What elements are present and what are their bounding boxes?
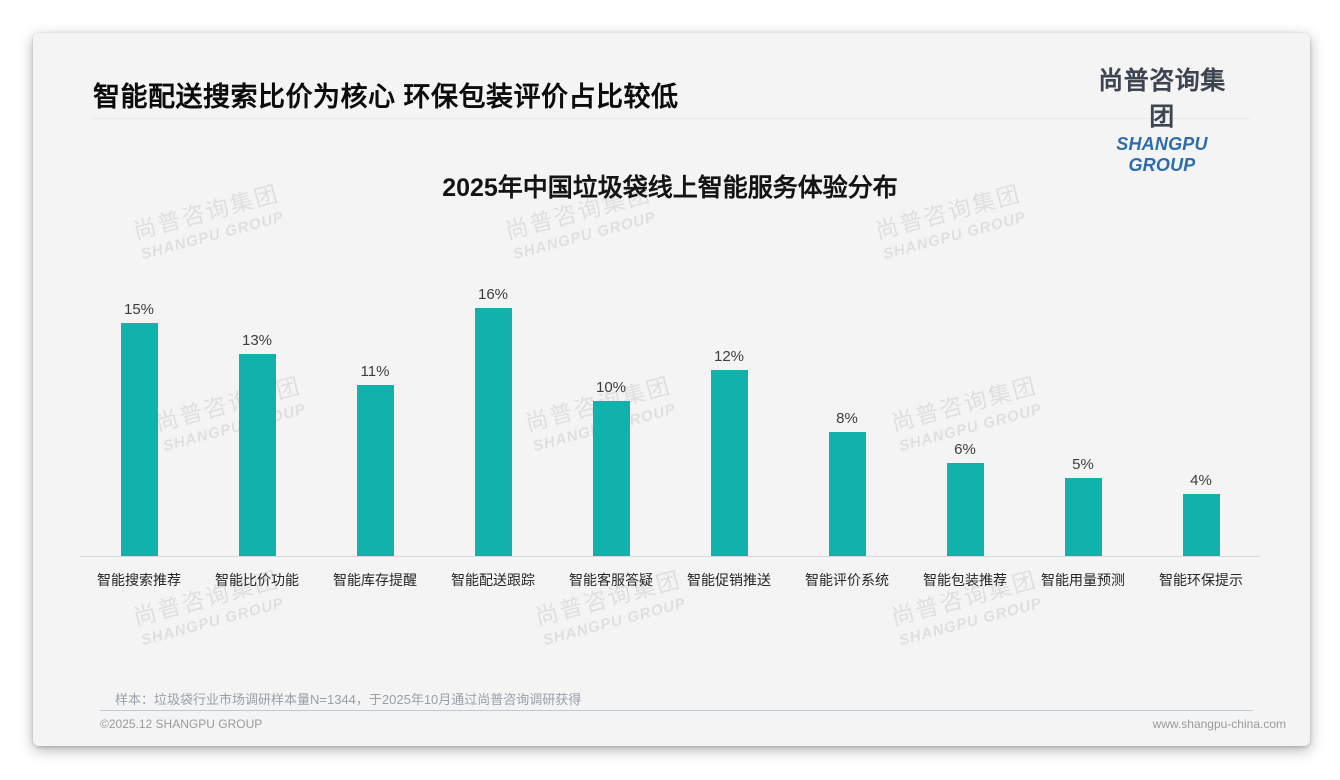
bar xyxy=(238,354,276,556)
category-label: 智能配送跟踪 xyxy=(451,572,535,588)
copyright-text: ©2025.12 SHANGPU GROUP xyxy=(100,717,263,731)
watermark-english-text: SHANGPU GROUP xyxy=(897,594,1044,650)
bar-value-label: 5% xyxy=(1072,456,1094,473)
bar xyxy=(120,323,158,556)
category-label: 智能评价系统 xyxy=(805,572,889,588)
bar-value-label: 10% xyxy=(595,379,627,396)
sample-note: 样本：垃圾袋行业市场调研样本量N=1344，于2025年10月通过尚普咨询调研获… xyxy=(115,692,582,707)
bar xyxy=(474,308,512,556)
logo-english-text: SHANGPU GROUP xyxy=(1116,134,1208,175)
footer: ©2025.12 SHANGPU GROUP www.shangpu-china… xyxy=(100,717,1286,731)
bar-slot: 13% xyxy=(198,332,316,556)
bar-slot: 4% xyxy=(1142,472,1260,556)
category-label: 智能用量预测 xyxy=(1041,572,1125,588)
bar-value-label: 11% xyxy=(360,363,390,380)
bar-slot: 10% xyxy=(552,379,670,556)
bar xyxy=(1182,494,1220,556)
category-label: 智能包装推荐 xyxy=(923,572,1007,588)
bar xyxy=(710,370,748,556)
watermark-english-text: SHANGPU GROUP xyxy=(139,594,286,650)
bar-slot: 12% xyxy=(670,348,788,556)
bar xyxy=(946,463,984,556)
logo-chinese-text: 尚普咨询集团 xyxy=(1098,67,1226,131)
bar-value-label: 13% xyxy=(241,332,273,349)
category-label: 智能促销推送 xyxy=(687,572,771,588)
watermark-english-text: SHANGPU GROUP xyxy=(541,594,688,650)
bar-slot: 11% xyxy=(316,363,434,556)
page-title: 智能配送搜索比价为核心 环保包装评价占比较低 xyxy=(93,82,679,112)
category-label: 智能环保提示 xyxy=(1159,572,1243,588)
category-label: 智能客服答疑 xyxy=(569,572,653,588)
chart-plot-area: 15% 13% 11% 16% 10% 12% 8% 6% 5% 4% xyxy=(80,213,1260,557)
report-card: 智能配送搜索比价为核心 环保包装评价占比较低 尚普咨询集团 SHANGPU GR… xyxy=(33,33,1310,746)
category-label: 智能搜索推荐 xyxy=(97,572,181,588)
bar xyxy=(828,432,866,556)
bar-value-label: 6% xyxy=(954,441,976,458)
category-label: 智能比价功能 xyxy=(215,572,299,588)
category-label: 智能库存提醒 xyxy=(333,572,417,588)
bar-slot: 6% xyxy=(906,441,1024,556)
company-logo: 尚普咨询集团 SHANGPU GROUP xyxy=(1086,61,1238,176)
bar-chart: 2025年中国垃圾袋线上智能服务体验分布 15% 13% 11% 16% 10% 12% 8… xyxy=(80,173,1260,590)
bar xyxy=(356,385,394,556)
bar-slot: 5% xyxy=(1024,456,1142,556)
bar xyxy=(1064,478,1102,556)
x-axis-labels: 智能搜索推荐 智能比价功能 智能库存提醒 智能配送跟踪 智能客服答疑 智能促销推送 智能评价… xyxy=(80,570,1260,590)
bar-slot: 16% xyxy=(434,286,552,556)
website-url: www.shangpu-china.com xyxy=(1152,717,1286,731)
header-divider xyxy=(93,118,1250,119)
bar-slot: 15% xyxy=(80,301,198,556)
bar-value-label: 16% xyxy=(477,286,509,303)
footer-divider xyxy=(100,710,1253,711)
chart-title: 2025年中国垃圾袋线上智能服务体验分布 xyxy=(442,174,898,202)
bar-value-label: 12% xyxy=(713,348,745,365)
bar-value-label: 8% xyxy=(836,410,858,427)
bar-slot: 8% xyxy=(788,410,906,556)
bar xyxy=(592,401,630,556)
bar-value-label: 4% xyxy=(1190,472,1212,489)
bar-value-label: 15% xyxy=(123,301,155,318)
